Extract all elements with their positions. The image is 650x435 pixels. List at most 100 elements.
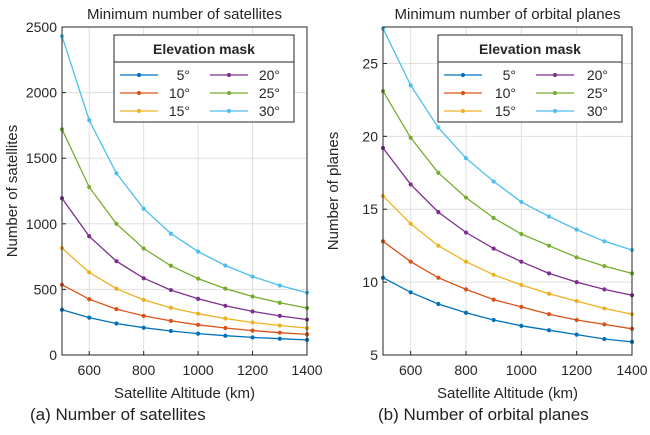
data-point xyxy=(277,313,282,319)
data-point xyxy=(141,206,146,211)
data-point xyxy=(408,290,413,295)
legend-label-4: 25° xyxy=(587,85,608,101)
data-point xyxy=(436,301,441,307)
data-point xyxy=(602,306,607,311)
data-point xyxy=(436,125,441,130)
series-line-2 xyxy=(382,195,633,315)
series-line-0 xyxy=(382,277,633,343)
data-point xyxy=(223,263,228,268)
data-point xyxy=(546,312,552,317)
data-point xyxy=(114,321,119,326)
data-point xyxy=(408,182,413,187)
legend-title: Elevation mask xyxy=(479,41,581,57)
y-tick-label: 10 xyxy=(362,274,378,290)
legend-label-2: 15° xyxy=(169,103,190,119)
data-point xyxy=(574,298,579,304)
chart-orbital-planes: 600 800 1000 1200 1400 5 10 15 20 25 Minimum numbe… xyxy=(325,6,648,402)
data-point xyxy=(277,323,282,328)
data-point xyxy=(168,328,173,334)
legend-marker-3 xyxy=(552,72,558,78)
legend-label-2: 15° xyxy=(495,103,516,119)
y-tick-label: 1000 xyxy=(26,216,57,232)
data-point xyxy=(463,310,469,315)
legend-marker-1 xyxy=(136,90,142,96)
chart-title: Minimum number of satellites xyxy=(87,6,282,23)
legend-marker-0 xyxy=(136,72,142,78)
data-point xyxy=(250,309,255,314)
data-point xyxy=(250,320,255,325)
data-point xyxy=(168,305,173,310)
data-point xyxy=(436,275,441,280)
data-point xyxy=(196,311,201,316)
data-point xyxy=(223,286,228,291)
caption-orbital-planes: (b) Number of orbital planes xyxy=(378,405,589,424)
series-line-2 xyxy=(61,247,308,329)
data-point xyxy=(491,179,496,184)
data-point xyxy=(141,276,146,281)
axes-box xyxy=(382,26,633,356)
y-tick-label: 25 xyxy=(362,55,378,71)
legend-marker-4 xyxy=(226,90,232,96)
data-point xyxy=(250,328,255,333)
data-point xyxy=(223,316,228,321)
data-point xyxy=(87,118,92,123)
series-line-3 xyxy=(61,197,308,321)
data-point xyxy=(546,328,552,333)
data-point xyxy=(463,287,469,292)
legend-label-3: 20° xyxy=(259,67,280,83)
data-point xyxy=(87,234,92,239)
legend-box xyxy=(437,34,623,123)
y-tick-label: 5 xyxy=(370,347,378,363)
data-point xyxy=(277,300,282,305)
legend-marker-2 xyxy=(136,108,142,114)
data-point xyxy=(141,297,146,302)
data-point xyxy=(574,317,579,323)
data-point xyxy=(491,317,496,323)
x-tick-label: 1200 xyxy=(237,362,268,378)
legend-marker-5 xyxy=(226,108,232,114)
data-point xyxy=(574,332,579,337)
legend-label-1: 10° xyxy=(169,85,190,101)
data-point xyxy=(602,263,607,269)
data-point xyxy=(277,283,282,288)
data-point xyxy=(250,274,255,279)
y-tick-label: 1500 xyxy=(26,150,57,166)
data-point xyxy=(463,156,469,161)
data-point xyxy=(168,263,173,268)
data-point xyxy=(463,259,469,264)
legend-label-0: 5° xyxy=(177,67,190,83)
x-tick-label: 1400 xyxy=(616,362,647,378)
data-point xyxy=(491,215,496,221)
series-line-5 xyxy=(61,35,308,294)
data-point xyxy=(114,306,119,312)
x-tick-label: 1400 xyxy=(291,362,322,378)
data-point xyxy=(574,255,579,260)
data-point xyxy=(463,230,469,235)
x-axis-label: Satellite Altitude (km) xyxy=(114,385,255,402)
data-point xyxy=(114,286,119,291)
data-point xyxy=(168,287,173,293)
axes-box xyxy=(61,26,308,356)
data-point xyxy=(141,325,146,330)
y-tick-label: 0 xyxy=(49,347,57,363)
data-point xyxy=(250,335,255,340)
data-point xyxy=(408,259,413,264)
data-point xyxy=(463,195,469,200)
data-point xyxy=(196,322,201,327)
legend-marker-4 xyxy=(552,90,558,96)
data-point xyxy=(602,322,607,327)
legend-label-5: 30° xyxy=(259,103,280,119)
legend-marker-0 xyxy=(460,72,466,78)
data-point xyxy=(223,303,228,308)
data-point xyxy=(546,243,552,248)
data-point xyxy=(408,135,413,140)
data-point xyxy=(196,331,201,336)
data-point xyxy=(114,221,119,226)
data-point xyxy=(546,271,552,276)
figure: 600 800 1000 1200 1400 0 500 1000 1500 2000 2500 Mi… xyxy=(4,6,648,402)
data-point xyxy=(277,330,282,335)
data-point xyxy=(436,210,441,215)
legend-label-0: 5° xyxy=(503,67,516,83)
data-point xyxy=(602,287,607,292)
data-point xyxy=(491,272,496,277)
